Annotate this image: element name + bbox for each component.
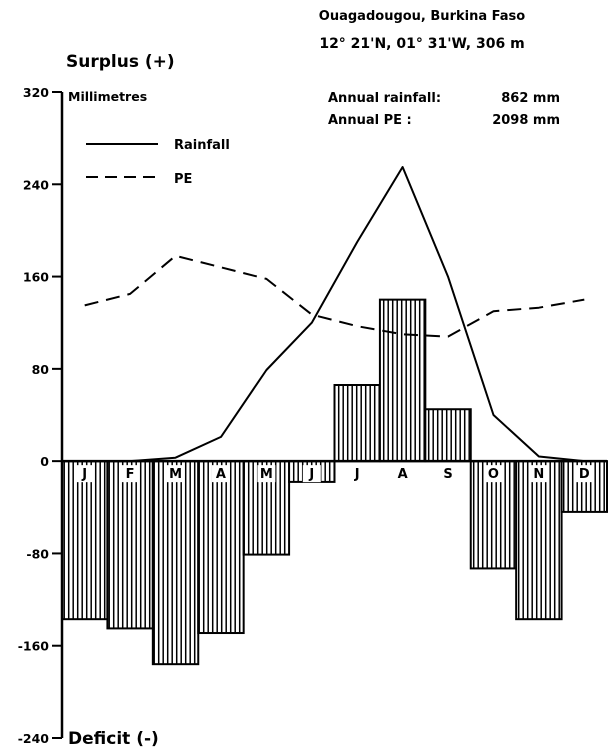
month-label-bg — [393, 465, 412, 483]
month-label: M — [260, 467, 273, 482]
y-tick-label: -240 — [18, 731, 50, 746]
month-label: S — [443, 467, 452, 482]
legend: Rainfall PE — [86, 138, 230, 187]
y-axis-unit-label: Millimetres — [68, 89, 147, 104]
month-label-bg — [166, 465, 185, 483]
bar-a-7 — [378, 298, 427, 463]
line-group — [84, 166, 585, 463]
y-tick-label: 160 — [23, 270, 49, 285]
bar-j-0 — [61, 460, 109, 621]
annual-pe-value: 2098 mm — [492, 113, 560, 128]
bar-n-10 — [515, 460, 563, 621]
month-label: O — [488, 467, 499, 482]
y-axis-title-deficit: Deficit (-) — [68, 729, 159, 749]
y-tick-label: -80 — [26, 546, 49, 561]
y-tick-label: 80 — [32, 362, 50, 377]
month-label-bg — [75, 465, 94, 483]
annual-pe-label: Annual PE : — [328, 113, 412, 128]
month-label-bg — [529, 465, 548, 483]
line-pe — [84, 254, 585, 338]
month-label: J — [308, 467, 314, 482]
month-label-bg — [484, 465, 503, 483]
bar-j-6 — [333, 384, 381, 463]
y-tick-label: 0 — [40, 454, 49, 469]
y-tick-label: 320 — [23, 85, 49, 100]
month-label: A — [398, 467, 408, 482]
legend-pe-label: PE — [174, 172, 192, 187]
y-axis-title-surplus: Surplus (+) — [66, 52, 175, 72]
month-label: D — [579, 467, 590, 482]
month-label-bg — [302, 465, 321, 483]
month-label: M — [169, 467, 182, 482]
y-tick-label: -160 — [18, 639, 50, 654]
month-label: A — [216, 467, 226, 482]
chart-title: Ouagadougou, Burkina Faso — [319, 9, 525, 24]
bar-f-1 — [106, 460, 154, 630]
month-label: F — [126, 467, 135, 482]
month-label: J — [354, 467, 360, 482]
month-label-bg — [348, 465, 367, 483]
bar-m-2 — [151, 460, 200, 666]
line-rainfall — [84, 166, 585, 463]
legend-rainfall-label: Rainfall — [174, 138, 230, 153]
month-label-bg — [121, 465, 140, 483]
month-label-bg — [211, 465, 230, 483]
month-label-bg — [257, 465, 276, 483]
month-label-bg — [575, 465, 594, 483]
chart-subtitle: 12° 21'N, 01° 31'W, 306 m — [319, 36, 524, 52]
axes: 320 240 160 80 0 -80 -160 -240 — [18, 85, 607, 746]
month-label-bg — [439, 465, 458, 483]
y-tick-label: 240 — [23, 177, 49, 192]
bar-a-3 — [197, 460, 245, 635]
month-label: N — [533, 467, 544, 482]
annual-rainfall-label: Annual rainfall: — [328, 91, 441, 106]
month-label: J — [81, 467, 87, 482]
annual-rainfall-value: 862 mm — [501, 91, 560, 106]
bar-s-8 — [424, 408, 472, 463]
